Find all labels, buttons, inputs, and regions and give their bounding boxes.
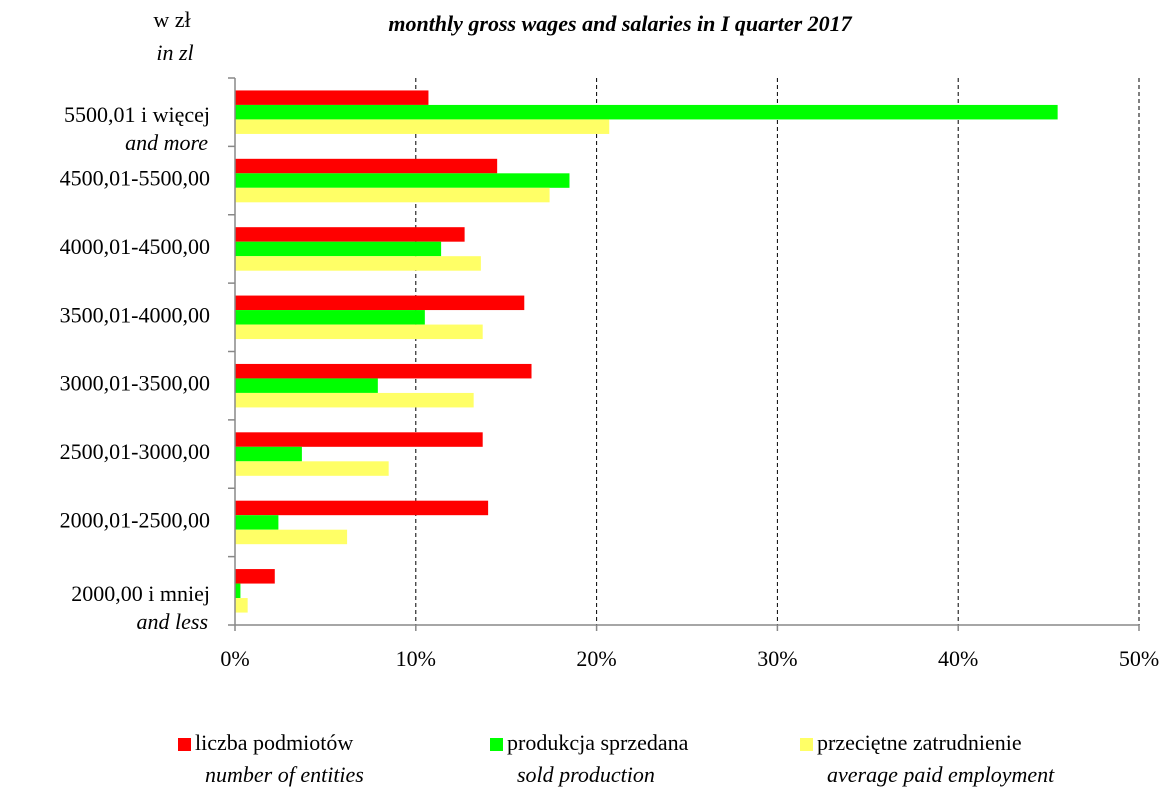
y-tick-label: 5500,01 i więcej — [64, 102, 210, 127]
legend-label-en: number of entities — [205, 762, 364, 787]
bar — [235, 90, 429, 105]
legend-swatch — [800, 738, 813, 751]
y-tick-label: 2000,01-2500,00 — [60, 507, 210, 532]
bar — [235, 227, 465, 242]
bar — [235, 392, 474, 408]
legend-label: liczba podmiotów — [195, 730, 353, 755]
y-tick-label: 3500,01-4000,00 — [60, 302, 210, 327]
y-tick-label: 3000,01-3500,00 — [60, 371, 210, 396]
legend-label: przeciętne zatrudnienie — [817, 730, 1022, 755]
bar — [235, 363, 532, 379]
bar — [235, 461, 389, 476]
bar — [235, 378, 378, 393]
bar — [235, 529, 348, 545]
unit-label: w zł — [153, 7, 190, 32]
bar — [235, 583, 241, 599]
legend-label: produkcja sprzedana — [507, 730, 689, 755]
x-tick-label: 20% — [576, 646, 616, 671]
bar — [235, 310, 425, 325]
y-tick-label: 2000,00 i mniej — [71, 581, 210, 606]
legend-label-en: average paid employment — [827, 762, 1055, 787]
bar — [235, 598, 248, 613]
y-tick-note: and more — [125, 130, 208, 155]
y-tick-label: 2500,01-3000,00 — [60, 439, 210, 464]
bar — [235, 104, 1058, 120]
x-tick-label: 30% — [757, 646, 797, 671]
bar — [235, 256, 481, 271]
bar — [235, 515, 279, 530]
x-tick-label: 50% — [1119, 646, 1159, 671]
legend-swatch — [178, 738, 191, 751]
bar — [235, 432, 483, 447]
bar — [235, 569, 275, 584]
bar — [235, 173, 570, 188]
legend-swatch — [490, 738, 503, 751]
bar — [235, 500, 489, 516]
bar — [235, 119, 610, 134]
x-tick-label: 40% — [938, 646, 978, 671]
bar — [235, 241, 442, 257]
x-tick-label: 0% — [220, 646, 249, 671]
x-tick-label: 10% — [396, 646, 436, 671]
y-tick-label: 4000,01-4500,00 — [60, 234, 210, 259]
bar — [235, 295, 525, 311]
y-tick-note: and less — [137, 609, 209, 634]
chart-title: monthly gross wages and salaries in I qu… — [388, 11, 852, 36]
bar — [235, 446, 302, 462]
unit-label-en: in zl — [156, 40, 193, 65]
legend-label-en: sold production — [517, 762, 655, 787]
bar — [235, 158, 498, 174]
y-tick-label: 4500,01-5500,00 — [60, 166, 210, 191]
bar — [235, 324, 483, 340]
bar — [235, 187, 550, 203]
